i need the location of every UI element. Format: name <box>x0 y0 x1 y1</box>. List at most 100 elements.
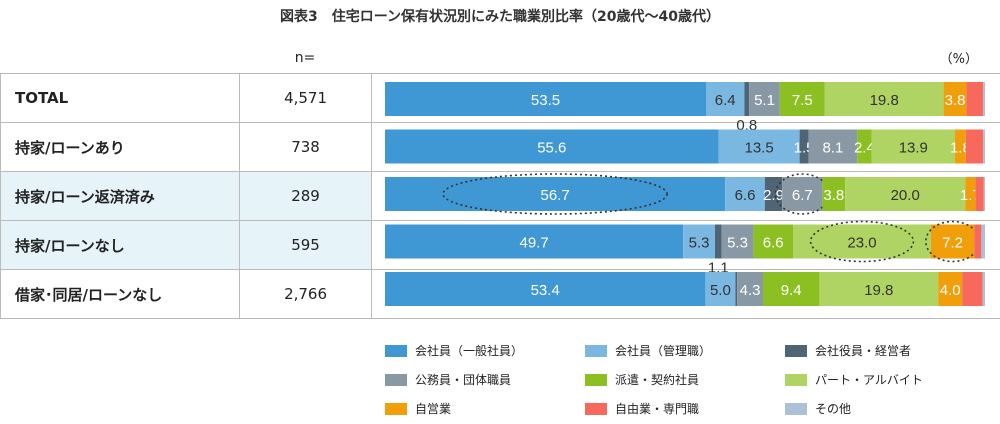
legend-item: 自営業 <box>385 400 585 417</box>
row-label: 持家/ローンなし <box>0 220 240 270</box>
data-label: 3.8 <box>823 187 844 204</box>
legend-swatch <box>585 402 607 415</box>
legend-label: 自営業 <box>415 402 452 416</box>
row-n: 595 <box>238 220 373 270</box>
bar-segment <box>715 224 722 259</box>
bar-segment <box>808 129 858 164</box>
bar-segment <box>385 224 684 259</box>
bar-segment <box>725 177 765 211</box>
legend-swatch <box>585 373 607 386</box>
data-label: 5.3 <box>689 235 710 252</box>
bar-segment <box>753 224 793 259</box>
data-label: 56.7 <box>540 187 569 204</box>
data-label: 7.2 <box>942 235 963 252</box>
bar-segment <box>385 82 706 116</box>
bar-segment <box>737 272 763 306</box>
data-label: 6.6 <box>735 187 756 204</box>
data-label: 6.7 <box>792 187 813 204</box>
legend-label: 公務員・団体職員 <box>415 373 512 387</box>
legend-item: 会社役員・経営者 <box>785 342 985 359</box>
legend-label: 会社役員・経営者 <box>815 344 912 358</box>
bar-segment <box>965 129 984 164</box>
bar-segment <box>718 129 800 164</box>
legend-swatch <box>385 402 407 415</box>
legend-item: 派遣・契約社員 <box>585 371 785 388</box>
legend-swatch <box>785 402 807 415</box>
data-label: 5.3 <box>727 235 748 252</box>
row-n: 2,766 <box>238 269 373 319</box>
row-n: 738 <box>238 122 373 172</box>
data-label: 2.9 <box>763 187 784 204</box>
data-label: 7.5 <box>792 92 813 109</box>
legend-item: 自由業・専門職 <box>585 400 785 417</box>
bar-segment <box>962 272 983 306</box>
bar-segment <box>385 272 706 306</box>
legend-swatch <box>585 344 607 357</box>
bar-segment <box>974 224 982 259</box>
bar-segment <box>938 272 963 306</box>
unit-label: （%） <box>939 52 978 67</box>
bar-segment <box>975 177 984 211</box>
bar-segment <box>822 177 846 211</box>
bar-segment <box>735 272 738 306</box>
legend-item: その他 <box>785 400 985 417</box>
legend-label: 自由業・専門職 <box>615 402 700 416</box>
legend: 会社員（一般社員） 会社員（管理職） 会社役員・経営者公務員・団体職員 派遣・契約社員… <box>385 342 985 417</box>
data-label: 5.1 <box>754 92 775 109</box>
data-table: TOTAL 4,571 持家/ローンあり 738 持家/ローン返済済み 289 持家/ローン… <box>0 73 1000 319</box>
bar-segment <box>966 82 984 116</box>
data-label: 13.9 <box>899 140 928 157</box>
bar-segment <box>385 177 726 211</box>
data-label: 5.0 <box>710 282 731 299</box>
data-label: 3.8 <box>945 92 966 109</box>
data-label: 19.8 <box>870 92 899 109</box>
data-label: 55.6 <box>537 140 566 157</box>
data-label: 53.4 <box>531 282 560 299</box>
row-n: 4,571 <box>238 73 373 123</box>
data-label: 20.0 <box>891 187 920 204</box>
data-label: 13.5 <box>744 140 773 157</box>
legend-label: その他 <box>815 402 852 416</box>
legend-item: 公務員・団体職員 <box>385 371 585 388</box>
legend-item: 会社員（管理職） <box>585 342 785 359</box>
bar-segment <box>871 129 955 164</box>
bar-segment <box>983 177 985 211</box>
data-label: 49.7 <box>519 235 548 252</box>
bar-segment <box>857 129 872 164</box>
row-n: 289 <box>238 171 373 221</box>
bar-segment <box>981 224 985 259</box>
bar-segment <box>764 177 783 211</box>
bar-segment <box>965 177 976 211</box>
data-label: 53.5 <box>531 92 560 109</box>
data-label: 9.4 <box>781 282 802 299</box>
legend-swatch <box>785 344 807 357</box>
bar-segment <box>721 224 754 259</box>
bar-segment <box>683 224 715 259</box>
legend-label: パート・アルバイト <box>815 373 923 387</box>
bar-segment <box>943 82 967 116</box>
data-label: 8.1 <box>822 140 843 157</box>
legend-swatch <box>385 344 407 357</box>
bar-segment <box>845 177 966 211</box>
bar-segment <box>744 82 750 116</box>
data-label: 4.3 <box>740 282 761 299</box>
data-label: 23.0 <box>847 235 876 252</box>
legend-swatch <box>385 373 407 386</box>
bar-segment <box>824 82 944 116</box>
legend-swatch <box>785 373 807 386</box>
bar-segment <box>763 272 820 306</box>
bar-segment <box>983 82 985 116</box>
bar-segment <box>983 129 985 164</box>
data-label: 1.8 <box>950 140 971 157</box>
row-label: 借家･同居/ローンなし <box>0 269 240 319</box>
legend-label: 会社員（管理職） <box>615 344 712 358</box>
legend-label: 会社員（一般社員） <box>415 344 524 358</box>
bar-segment <box>749 82 780 116</box>
highlight-circle <box>809 220 915 263</box>
highlight-circle <box>442 173 668 215</box>
n-header: n= <box>294 50 316 66</box>
bar-segment <box>779 82 825 116</box>
bar-segment <box>706 82 745 116</box>
legend-item: 会社員（一般社員） <box>385 342 585 359</box>
